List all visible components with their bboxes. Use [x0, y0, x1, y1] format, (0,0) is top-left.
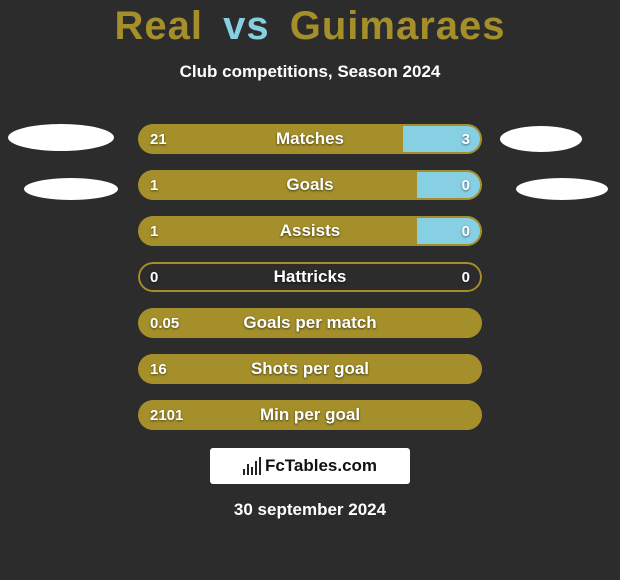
- stat-label: Goals per match: [138, 308, 482, 338]
- team-b-logo-2: [516, 178, 608, 200]
- team-b-logo-1: [500, 126, 582, 152]
- stat-row: 0.05Goals per match: [138, 308, 482, 338]
- stat-label: Min per goal: [138, 400, 482, 430]
- stat-row: 213Matches: [138, 124, 482, 154]
- title-player-b: Guimaraes: [290, 4, 506, 48]
- stat-label: Goals: [138, 170, 482, 200]
- comparison-infographic: Real vs Guimaraes Club competitions, Sea…: [0, 0, 620, 580]
- footer-date: 30 september 2024: [0, 500, 620, 520]
- team-a-logo-1: [8, 124, 114, 151]
- stat-row: 2101Min per goal: [138, 400, 482, 430]
- subtitle: Club competitions, Season 2024: [0, 62, 620, 82]
- stat-row: 16Shots per goal: [138, 354, 482, 384]
- watermark-chart-icon: [243, 457, 261, 475]
- comparison-bars: 213Matches 10Goals 10Assists 00Hattricks 0.0…: [138, 124, 482, 446]
- stat-label: Hattricks: [138, 262, 482, 292]
- stat-row: 00Hattricks: [138, 262, 482, 292]
- stat-label: Matches: [138, 124, 482, 154]
- stat-row: 10Assists: [138, 216, 482, 246]
- stat-label: Assists: [138, 216, 482, 246]
- title-vs: vs: [223, 4, 270, 48]
- watermark: FcTables.com: [210, 448, 410, 484]
- title: Real vs Guimaraes: [0, 4, 620, 49]
- stat-row: 10Goals: [138, 170, 482, 200]
- title-player-a: Real: [114, 4, 203, 48]
- stat-label: Shots per goal: [138, 354, 482, 384]
- watermark-text: FcTables.com: [265, 456, 377, 476]
- team-a-logo-2: [24, 178, 118, 200]
